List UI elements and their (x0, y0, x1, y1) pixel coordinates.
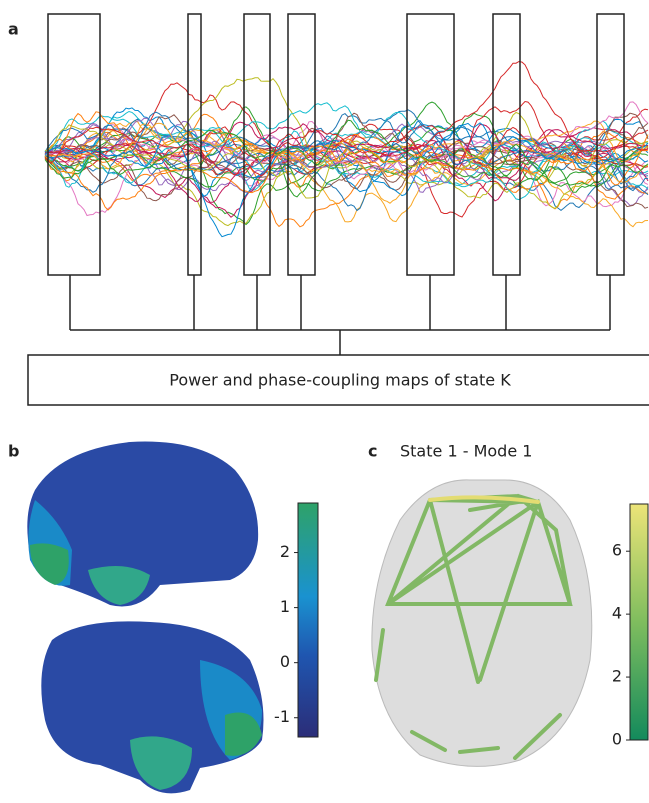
panel-label: c (368, 442, 377, 461)
caption: Power and phase-coupling maps of state K (169, 371, 511, 390)
tick-label: 0 (612, 730, 622, 749)
tick-label: 1 (280, 597, 290, 616)
tick-label: 2 (280, 542, 290, 561)
time-series (45, 62, 648, 237)
colorbar (298, 503, 318, 737)
tick-label: 0 (280, 652, 290, 671)
tick-label: 6 (612, 541, 622, 560)
tick-label: -1 (274, 707, 290, 726)
brain-lateral (27, 442, 263, 794)
state-windows (28, 14, 649, 405)
panel-label: b (8, 442, 19, 461)
brain-axial (372, 480, 592, 767)
panel-label: a (8, 20, 19, 39)
tick-label: 2 (612, 667, 622, 686)
panel-title: State 1 - Mode 1 (400, 442, 532, 461)
colorbar (630, 504, 648, 740)
trace (45, 62, 648, 177)
tick-label: 4 (612, 604, 622, 623)
figure: a Power and phase-coupling maps of state… (0, 0, 649, 799)
